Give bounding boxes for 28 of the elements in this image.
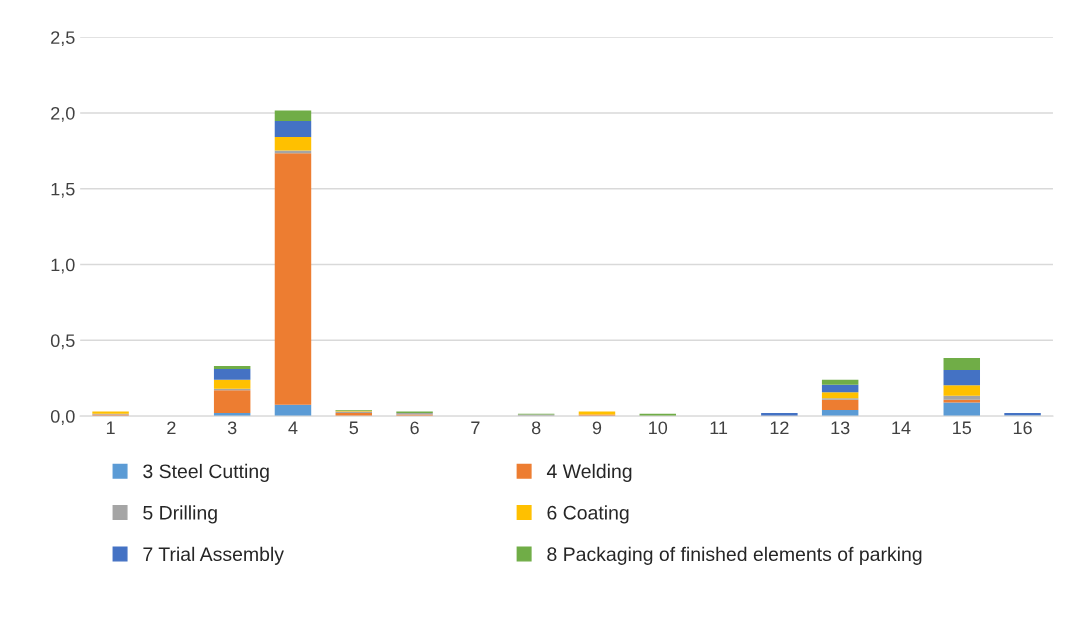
x-tick-label: 2	[167, 421, 176, 435]
x-tick-label: 10	[649, 421, 668, 435]
x-tick-label: 9	[592, 421, 602, 435]
legend-label: 5 Drilling	[143, 505, 217, 524]
legend-label: 8 Packaging of finished elements of parking	[547, 546, 922, 565]
x-tick-label: 8	[531, 421, 541, 435]
x-tick-label: 11	[710, 421, 728, 435]
x-tick-label: 13	[831, 421, 850, 435]
y-tick-label: 0,0	[50, 410, 75, 425]
x-tick-label: 12	[770, 421, 789, 435]
legend-label: 3 Steel Cutting	[143, 463, 269, 482]
x-tick-label: 7	[471, 421, 480, 435]
x-tick-label: 1	[106, 421, 115, 435]
legend-label: 7 Trial Assembly	[143, 546, 284, 565]
y-tick-label: 2,0	[51, 106, 75, 122]
y-tick-label: 0,5	[50, 334, 75, 350]
x-tick-label: 16	[1013, 421, 1032, 435]
x-tick-label: 4	[288, 421, 298, 435]
y-tick-label: 1,0	[51, 258, 75, 274]
x-tick-label: 6	[410, 421, 419, 435]
y-tick-label: 2,5	[51, 31, 75, 47]
x-tick-label: 3	[227, 421, 237, 435]
x-tick-label: 14	[892, 421, 911, 435]
x-tick-label: 15	[953, 421, 972, 435]
legend-label: 6 Coating	[547, 505, 629, 524]
y-tick-label: 1,5	[51, 182, 75, 198]
legend-label: 4 Welding	[546, 463, 632, 482]
x-tick-label: 5	[349, 421, 359, 435]
